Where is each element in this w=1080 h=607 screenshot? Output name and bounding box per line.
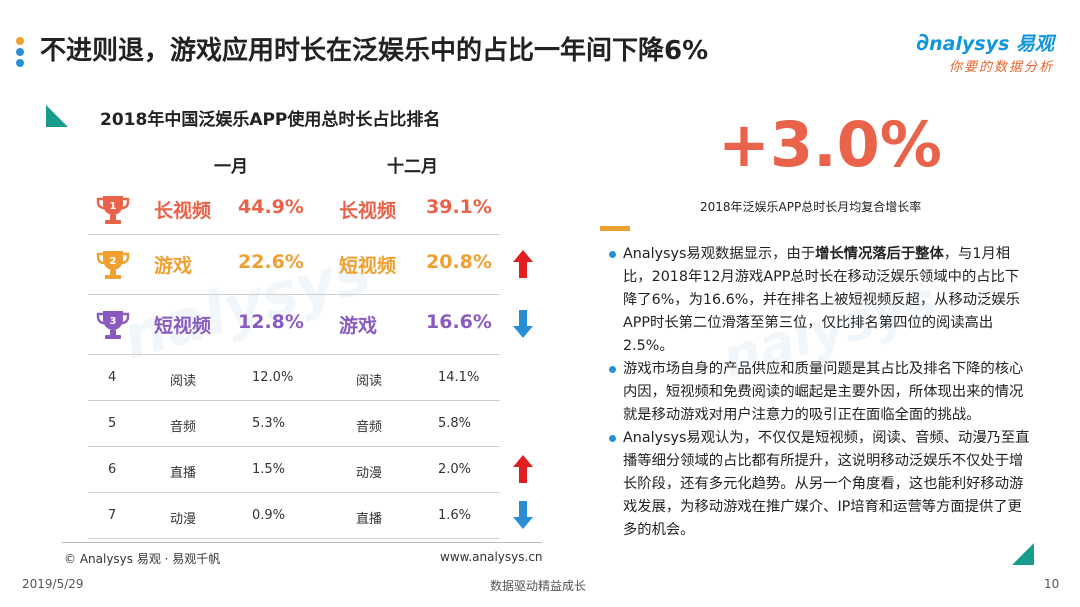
bullet-emphasis: 增长情况落后于整体 xyxy=(815,246,944,262)
website-link[interactable]: www.analysys.cn xyxy=(440,550,543,564)
trend-down-arrow-icon xyxy=(512,309,534,339)
column-header-december: 十二月 xyxy=(387,157,438,177)
bullet-text: Analysys易观数据显示，由于 xyxy=(623,246,816,262)
january-share: 44.9% xyxy=(238,196,304,218)
december-share: 39.1% xyxy=(426,196,492,218)
svg-text:3: 3 xyxy=(110,316,117,327)
column-header-january: 一月 xyxy=(214,157,248,177)
bullet-item: 游戏市场自身的产品供应和质量问题是其占比及排名下降的核心内因，短视频和免费阅读的… xyxy=(609,358,1031,427)
title-dot xyxy=(16,59,24,67)
bullet-text: Analysys易观认为，不仅仅是短视频，阅读、音频、动漫乃至直播等细分领域的占… xyxy=(623,430,1030,538)
december-category: 动漫 xyxy=(356,466,383,481)
trophy-icon: 1 xyxy=(96,192,130,226)
svg-text:2: 2 xyxy=(110,256,117,267)
january-category: 阅读 xyxy=(170,374,197,389)
trophy-icon: 2 xyxy=(96,247,130,281)
section-title: 2018年中国泛娱乐APP使用总时长占比排名 xyxy=(100,110,441,130)
page-title: 不进则退，游戏应用时长在泛娱乐中的占比一年间下降6% xyxy=(40,36,709,66)
footer-divider xyxy=(62,542,542,543)
ranking-row: 6 直播 1.5% 动漫 2.0% xyxy=(88,446,500,493)
ranking-row: 2 游戏 22.6% 短视频 20.8% xyxy=(88,234,500,295)
december-category: 音频 xyxy=(356,420,383,435)
bullet-item: Analysys易观数据显示，由于增长情况落后于整体，与1月相比，2018年12… xyxy=(609,243,1031,358)
december-category: 直播 xyxy=(356,512,383,527)
bullet-item: Analysys易观认为，不仅仅是短视频，阅读、音频、动漫乃至直播等细分领域的占… xyxy=(609,427,1031,542)
rank-number: 4 xyxy=(108,370,117,385)
december-share: 20.8% xyxy=(426,251,492,273)
december-category: 短视频 xyxy=(339,255,397,277)
january-share: 12.0% xyxy=(252,370,294,385)
january-category: 直播 xyxy=(170,466,197,481)
copyright: © Analysys 易观 · 易观千帆 xyxy=(64,552,221,566)
logo-tagline: 你要的数据分析 xyxy=(948,60,1054,75)
december-share: 5.8% xyxy=(438,416,472,431)
logo-text: nalysys 易观 xyxy=(929,33,1054,55)
analysis-text: Analysys易观数据显示，由于增长情况落后于整体，与1月相比，2018年12… xyxy=(609,243,1031,542)
january-share: 5.3% xyxy=(252,416,286,431)
trophy-icon: 3 xyxy=(96,307,130,341)
section-marker-icon xyxy=(46,105,68,127)
january-category: 短视频 xyxy=(154,315,212,337)
bullet-dot-icon xyxy=(609,251,616,258)
january-share: 1.5% xyxy=(252,462,286,477)
december-share: 2.0% xyxy=(438,462,472,477)
title-dots xyxy=(16,37,26,70)
december-share: 16.6% xyxy=(426,311,492,333)
brand-logo: ∂nalysys 易观 xyxy=(916,28,1054,56)
logo-a-icon: ∂ xyxy=(916,28,930,56)
title-dot xyxy=(16,48,24,56)
ranking-row: 4 阅读 12.0% 阅读 14.1% xyxy=(88,354,500,401)
trend-up-arrow-icon xyxy=(512,249,534,279)
bullet-dot-icon xyxy=(609,366,616,373)
rank-number: 7 xyxy=(108,508,117,523)
page-number: 10 xyxy=(1044,577,1060,591)
rank-number: 5 xyxy=(108,416,117,431)
january-share: 22.6% xyxy=(238,251,304,273)
january-category: 游戏 xyxy=(154,255,193,277)
ranking-row: 5 音频 5.3% 音频 5.8% xyxy=(88,400,500,447)
december-share: 14.1% xyxy=(438,370,480,385)
growth-rate-value: +3.0% xyxy=(718,108,942,181)
footer-date: 2019/5/29 xyxy=(22,577,84,591)
ranking-row: 1 长视频 44.9% 长视频 39.1% xyxy=(88,184,500,235)
footer-slogan: 数据驱动精益成长 xyxy=(490,579,587,593)
january-share: 0.9% xyxy=(252,508,286,523)
december-share: 1.6% xyxy=(438,508,472,523)
svg-text:1: 1 xyxy=(110,201,117,212)
growth-rate-label: 2018年泛娱乐APP总时长月均复合增长率 xyxy=(700,200,922,214)
trend-up-arrow-icon xyxy=(512,454,534,484)
bullet-text: 游戏市场自身的产品供应和质量问题是其占比及排名下降的核心内因，短视频和免费阅读的… xyxy=(623,361,1024,423)
january-category: 音频 xyxy=(170,420,197,435)
december-category: 阅读 xyxy=(356,374,383,389)
december-category: 游戏 xyxy=(339,315,378,337)
accent-bar xyxy=(600,226,630,231)
ranking-row: 3 短视频 12.8% 游戏 16.6% xyxy=(88,294,500,355)
bullet-dot-icon xyxy=(609,435,616,442)
title-dot xyxy=(16,37,24,45)
january-category: 动漫 xyxy=(170,512,197,527)
rank-number: 6 xyxy=(108,462,117,477)
corner-marker-icon xyxy=(1012,543,1034,565)
trend-down-arrow-icon xyxy=(512,500,534,530)
january-share: 12.8% xyxy=(238,311,304,333)
december-category: 长视频 xyxy=(339,200,397,222)
january-category: 长视频 xyxy=(154,200,212,222)
bullet-text: ，与1月相比，2018年12月游戏APP总时长在移动泛娱乐领域中的占比下降了6%… xyxy=(623,246,1020,354)
ranking-row: 7 动漫 0.9% 直播 1.6% xyxy=(88,492,500,539)
